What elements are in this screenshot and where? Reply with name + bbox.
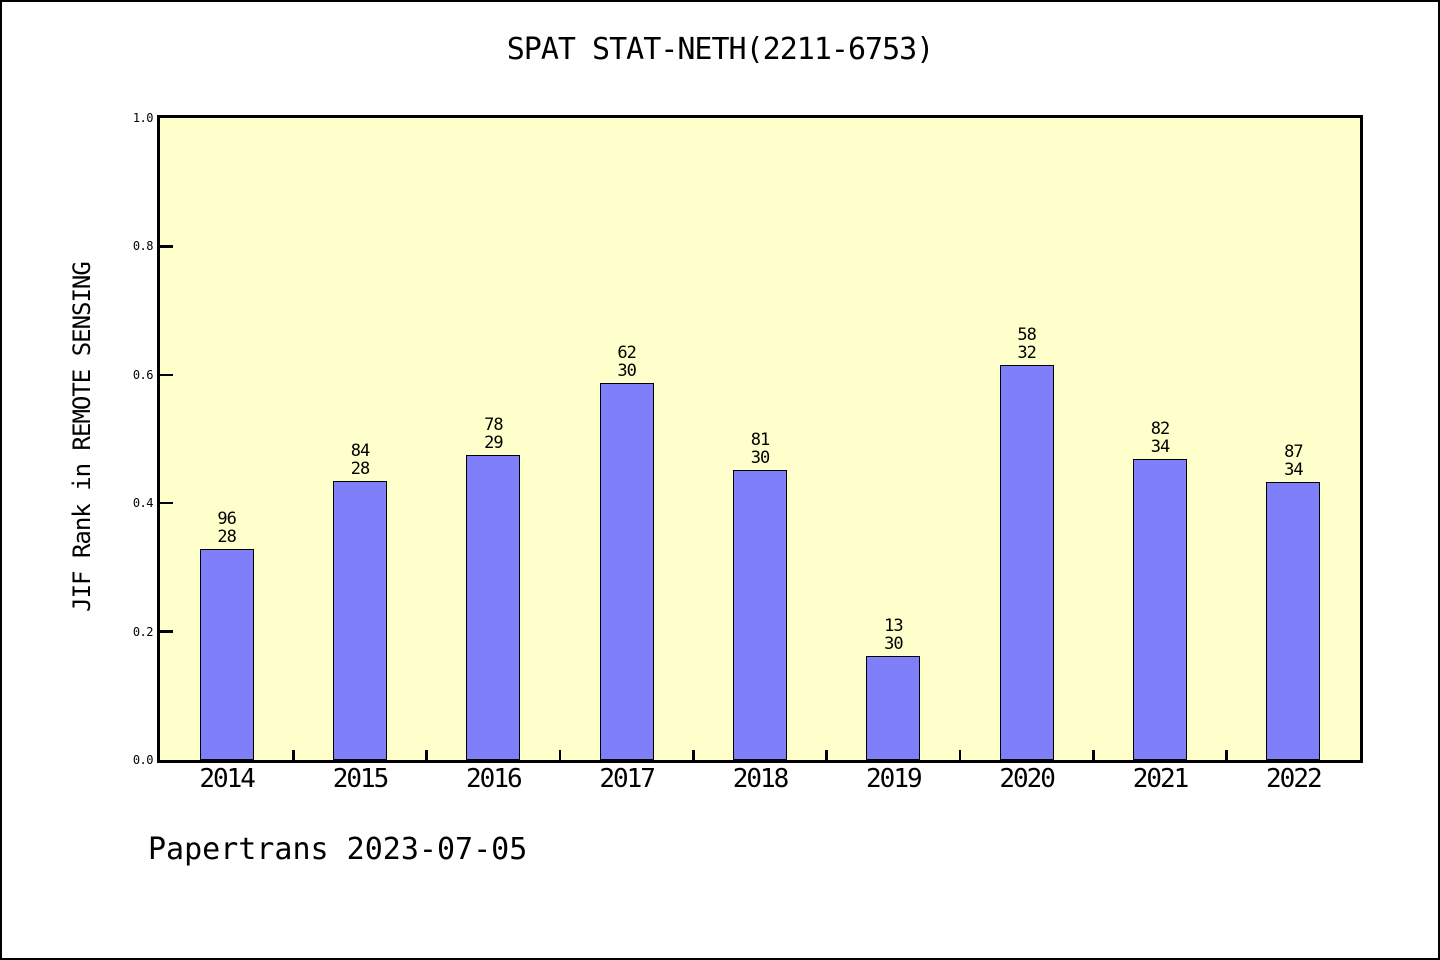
x-tick-label-2014: 2014 — [199, 764, 256, 794]
bar-value-label: 87 34 — [1248, 442, 1338, 480]
x-tick-mark — [292, 750, 295, 760]
bar-value-label: 81 30 — [715, 430, 805, 468]
y-tick-label: 0.2 — [132, 624, 154, 639]
bar-label-line1: 58 — [1017, 325, 1036, 345]
x-tick-label-2021: 2021 — [1132, 764, 1190, 794]
plot-area: 96 28 84 28 78 29 62 30 81 30 13 30 58 32 82 34 87 34 — [160, 118, 1360, 760]
y-tick-label: 0.8 — [132, 239, 154, 254]
x-tick-label-2019: 2019 — [866, 764, 923, 794]
bar-label-line2: 29 — [484, 432, 503, 453]
bar-label-line2: 34 — [1150, 436, 1170, 457]
x-tick-label-2022: 2022 — [1266, 764, 1323, 794]
bar-2016 — [466, 455, 521, 760]
bar-label-line2: 30 — [750, 447, 770, 468]
bar-label-line1: 13 — [884, 616, 903, 636]
y-tick-mark — [160, 630, 173, 633]
x-tick-label-2016: 2016 — [466, 764, 523, 794]
y-tick-mark — [160, 373, 173, 377]
bar-label-line1: 62 — [617, 343, 636, 363]
bar-value-label: 82 34 — [1115, 419, 1205, 457]
x-tick-label-2018: 2018 — [732, 764, 790, 794]
bar-2019 — [866, 656, 921, 760]
y-tick-label: 1.0 — [132, 111, 154, 125]
chart-title: SPAT STAT-NETH(2211-6753) — [506, 32, 935, 67]
bar-label-line2: 30 — [617, 360, 636, 381]
bar-label-line1: 84 — [350, 441, 370, 461]
y-tick-mark — [160, 501, 173, 505]
bar-2021 — [1133, 459, 1187, 760]
bar-2017 — [599, 383, 654, 760]
bar-value-label: 62 30 — [582, 343, 672, 381]
x-tick-mark — [692, 750, 695, 760]
bar-2020 — [999, 365, 1054, 760]
bar-label-line1: 81 — [750, 430, 770, 450]
bar-value-label: 96 28 — [182, 509, 272, 547]
x-tick-label-2020: 2020 — [999, 764, 1056, 794]
bar-value-label: 58 32 — [982, 325, 1072, 363]
bar-label-line1: 96 — [217, 509, 236, 529]
bar-label-line2: 28 — [350, 458, 370, 479]
bar-label-line2: 30 — [884, 633, 903, 654]
bar-value-label: 84 28 — [315, 441, 405, 479]
bar-2022 — [1266, 482, 1321, 760]
y-tick-label: 0.0 — [132, 753, 154, 767]
x-tick-mark — [1225, 750, 1228, 760]
footer-credit: Papertrans 2023-07-05 — [148, 832, 528, 867]
bar-label-line2: 28 — [217, 526, 236, 547]
bar-value-label: 78 29 — [448, 415, 538, 453]
bar-2018 — [733, 470, 787, 760]
x-tick-mark — [825, 750, 828, 760]
bar-value-label: 13 30 — [848, 616, 938, 654]
x-tick-mark — [558, 750, 562, 760]
x-tick-mark — [1092, 750, 1095, 760]
bar-2014 — [199, 549, 254, 760]
bar-label-line1: 78 — [484, 415, 503, 435]
bar-label-line2: 32 — [1017, 342, 1036, 363]
x-tick-mark — [425, 750, 428, 760]
y-tick-label: 0.4 — [132, 496, 154, 511]
y-axis-label: JIF Rank in REMOTE SENSING — [68, 262, 96, 612]
bar-label-line2: 34 — [1284, 459, 1303, 480]
x-tick-label-2015: 2015 — [332, 764, 390, 794]
y-tick-mark — [160, 245, 173, 248]
bar-2015 — [333, 481, 387, 760]
y-tick-label: 0.6 — [132, 367, 154, 382]
x-tick-label-2017: 2017 — [599, 764, 656, 794]
bar-label-line1: 82 — [1150, 419, 1170, 439]
x-tick-mark — [958, 750, 962, 760]
bar-label-line1: 87 — [1284, 442, 1303, 462]
